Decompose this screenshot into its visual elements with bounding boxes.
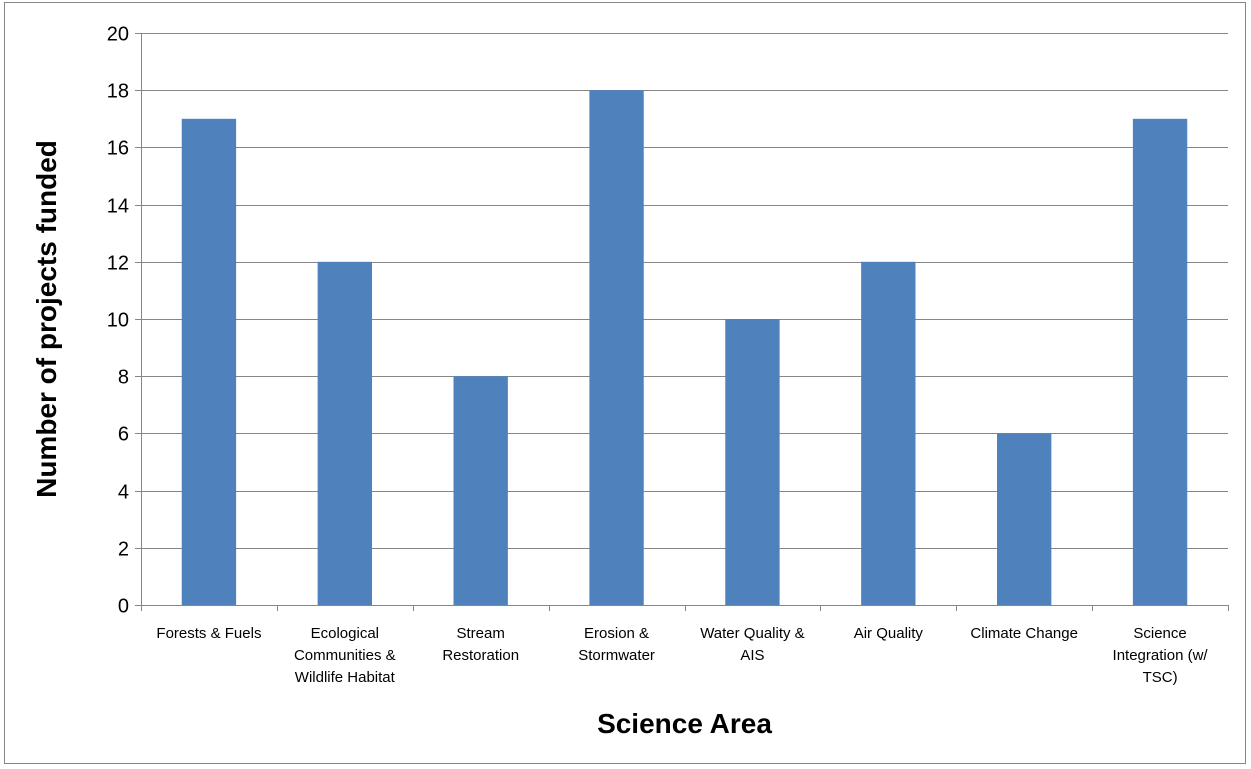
x-category-label: Integration (w/ [1113, 647, 1209, 664]
x-category-label: Erosion & [584, 625, 649, 642]
x-category-label: Forests & Fuels [156, 625, 261, 642]
bar [453, 376, 508, 605]
x-category-label: Climate Change [970, 625, 1078, 642]
x-category-label: Stormwater [578, 647, 655, 664]
y-tick-label: 20 [107, 24, 129, 46]
y-tick-label: 6 [118, 424, 129, 446]
bar [861, 261, 916, 605]
y-tick-label: 0 [118, 596, 129, 618]
bar [997, 433, 1052, 605]
y-tick-label: 14 [107, 196, 129, 218]
y-tick-label: 4 [118, 482, 129, 504]
x-category-label: Science [1133, 625, 1186, 642]
y-tick-label: 8 [118, 367, 129, 389]
bar [317, 261, 372, 605]
y-axis-title: Number of projects funded [31, 140, 62, 498]
x-category-label: Communities & [294, 647, 396, 664]
x-category-label: AIS [740, 647, 764, 664]
y-tick-label: 16 [107, 138, 129, 160]
y-tick-label: 12 [107, 253, 129, 275]
x-axis-title: Science Area [597, 708, 772, 739]
y-tick-label: 2 [118, 539, 129, 561]
y-tick-label: 10 [107, 310, 129, 332]
x-category-label: Stream [457, 625, 505, 642]
x-category-label: TSC) [1143, 669, 1178, 686]
x-category-label: Wildlife Habitat [295, 669, 396, 686]
x-category-label: Air Quality [854, 625, 924, 642]
bar [725, 319, 780, 605]
x-category-label: Ecological [311, 625, 379, 642]
bar [1132, 118, 1188, 606]
y-tick-label: 18 [107, 81, 129, 103]
x-category-label: Water Quality & [700, 625, 804, 642]
bar [181, 118, 237, 606]
bar [589, 90, 644, 605]
x-category-label: Restoration [442, 647, 519, 664]
